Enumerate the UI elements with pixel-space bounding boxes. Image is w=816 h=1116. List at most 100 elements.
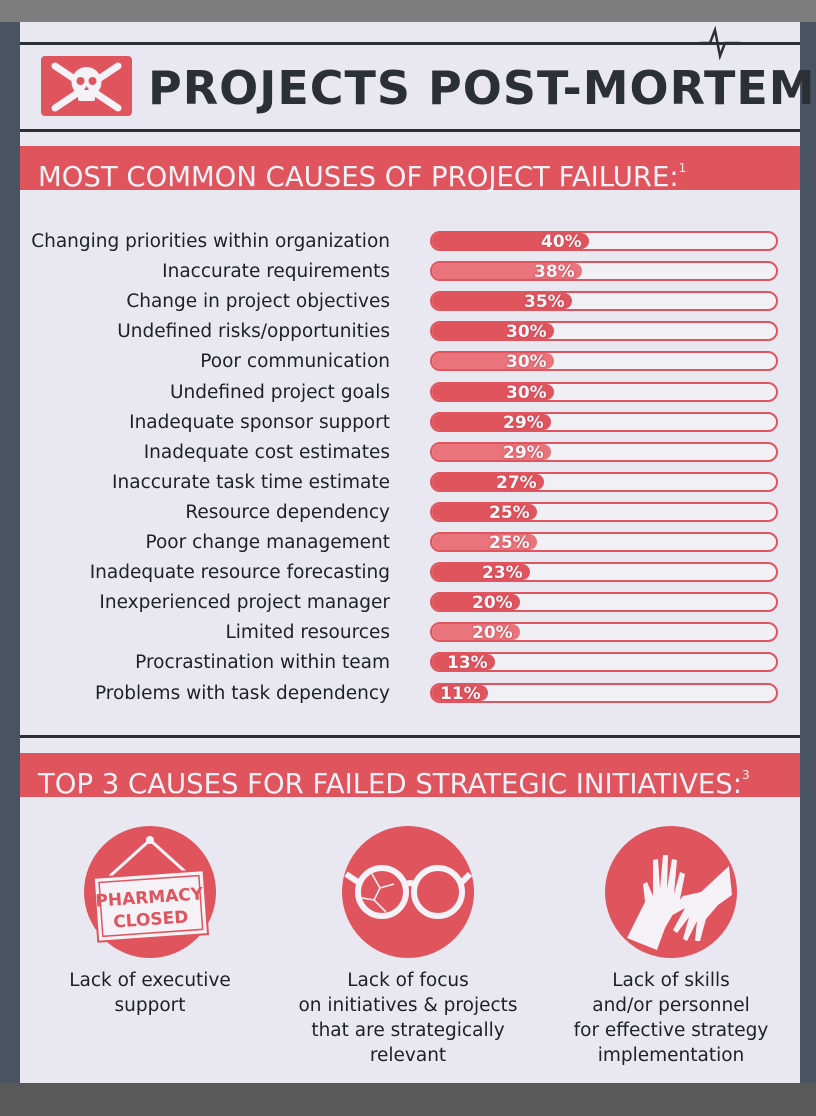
bar-fill bbox=[432, 594, 520, 611]
caption-line: Lack of skills bbox=[612, 970, 730, 991]
bar-value-label: 29% bbox=[503, 412, 544, 433]
bar-category-label: Inaccurate requirements bbox=[162, 261, 390, 283]
bar-category-label: Changing priorities within organization bbox=[31, 231, 390, 252]
top-rule bbox=[20, 42, 800, 45]
bar-category-label: Resource dependency bbox=[185, 501, 390, 523]
bar-category-label: Problems with task dependency bbox=[94, 682, 390, 704]
bar-category-label: Limited resources bbox=[225, 622, 390, 644]
bar-row: Limited resources 20% bbox=[20, 618, 800, 648]
reaching-hands-icon bbox=[605, 826, 737, 958]
bar-fill bbox=[432, 654, 495, 671]
caption-line: and/or personnel bbox=[592, 995, 750, 1016]
bar-row: Resource dependency 25% bbox=[20, 498, 800, 528]
bar-category-label: Undefined risks/opportunities bbox=[117, 321, 390, 343]
bar-fill bbox=[432, 503, 537, 520]
bar-track bbox=[430, 682, 778, 703]
bar-track bbox=[430, 441, 778, 462]
bar-category-label: Undefined project goals bbox=[169, 381, 390, 403]
caption-executive-support: Lack of executive support bbox=[25, 968, 275, 1018]
section1-footnote-marker: 1 bbox=[678, 161, 687, 175]
section2-heading: TOP 3 CAUSES FOR FAILED STRATEGIC INITIA… bbox=[38, 768, 742, 800]
bar-row: Procrastination within team 13% bbox=[20, 648, 800, 678]
bar-category-label: Poor change management bbox=[145, 532, 390, 553]
bar-fill bbox=[432, 534, 537, 550]
caption-line: on initiatives & projects bbox=[298, 995, 518, 1016]
bar-fill bbox=[432, 353, 554, 370]
caption-line: support bbox=[114, 995, 186, 1016]
bar-track bbox=[430, 592, 778, 613]
section1-heading: MOST COMMON CAUSES OF PROJECT FAILURE: bbox=[38, 161, 679, 193]
bar-value-label: 30% bbox=[506, 322, 547, 343]
caption-lack-of-skills: Lack of skills and/or personnel for effe… bbox=[546, 968, 796, 1068]
bar-category-label: Inadequate resource forecasting bbox=[89, 562, 390, 584]
bar-fill bbox=[432, 263, 582, 280]
closed-sign-icon: PHARMACY CLOSED bbox=[84, 826, 216, 958]
bar-value-label: 23% bbox=[482, 563, 523, 584]
bar-category-label: Inaccurate task time estimate bbox=[112, 471, 390, 493]
section2-footnote-marker: 3 bbox=[741, 768, 750, 782]
bar-value-label: 29% bbox=[503, 442, 544, 463]
caption-line: relevant bbox=[369, 1045, 447, 1066]
bar-row: Inaccurate task time estimate 27% bbox=[20, 468, 800, 498]
bar-track bbox=[430, 321, 778, 342]
bar-value-label: 30% bbox=[506, 352, 547, 373]
caption-line: implementation bbox=[597, 1045, 745, 1066]
bar-track bbox=[430, 532, 778, 552]
section-divider bbox=[20, 735, 800, 738]
bar-row: Undefined risks/opportunities 30% bbox=[20, 317, 800, 347]
caption-line: Lack of executive bbox=[69, 970, 231, 991]
bar-category-label: Procrastination within team bbox=[135, 652, 390, 674]
bar-category-label: Inadequate cost estimates bbox=[143, 441, 390, 463]
skull-crossbones-icon bbox=[41, 56, 132, 116]
bar-value-label: 38% bbox=[534, 262, 575, 283]
title-underline bbox=[20, 129, 800, 132]
bar-track bbox=[430, 501, 778, 522]
bar-row: Inadequate cost estimates 29% bbox=[20, 438, 800, 468]
bar-category-label: Change in project objectives bbox=[126, 291, 390, 313]
bar-fill bbox=[432, 233, 589, 249]
section1-banner: MOST COMMON CAUSES OF PROJECT FAILURE:1 bbox=[20, 146, 800, 193]
bottom-frame-bar bbox=[0, 1083, 816, 1116]
page-title: PROJECTS POST-MORTEM bbox=[148, 61, 816, 115]
bar-category-label: Inadequate sponsor support bbox=[129, 411, 390, 433]
bar-value-label: 13% bbox=[447, 653, 488, 674]
bar-fill bbox=[432, 624, 520, 641]
bar-fill bbox=[432, 473, 544, 490]
bar-row: Inaccurate requirements 38% bbox=[20, 257, 800, 287]
bar-row: Changing priorities within organization 4… bbox=[20, 227, 800, 257]
bar-value-label: 30% bbox=[506, 382, 547, 403]
bar-fill bbox=[432, 564, 530, 581]
bar-fill bbox=[432, 383, 554, 400]
top-frame-bar bbox=[0, 0, 816, 22]
bar-row: Inadequate resource forecasting 23% bbox=[20, 558, 800, 588]
bar-category-label: Inexperienced project manager bbox=[99, 592, 390, 614]
bar-track bbox=[430, 622, 778, 643]
bar-track bbox=[430, 562, 778, 583]
bar-fill bbox=[432, 413, 551, 430]
bar-value-label: 20% bbox=[472, 623, 513, 644]
bar-track bbox=[430, 652, 778, 673]
bar-value-label: 35% bbox=[524, 292, 565, 313]
bar-value-label: 27% bbox=[496, 472, 537, 493]
bar-track bbox=[430, 351, 778, 372]
bar-value-label: 25% bbox=[489, 533, 530, 553]
bar-row: Poor change management 25% bbox=[20, 528, 800, 558]
bar-track bbox=[430, 381, 778, 402]
bar-fill bbox=[432, 684, 488, 701]
caption-line: that are strategically bbox=[311, 1020, 505, 1041]
caption-line: for effective strategy bbox=[573, 1020, 769, 1041]
bar-track bbox=[430, 411, 778, 432]
bar-value-label: 20% bbox=[472, 593, 513, 614]
bar-row: Poor communication 30% bbox=[20, 347, 800, 377]
section2-banner: TOP 3 CAUSES FOR FAILED STRATEGIC INITIA… bbox=[20, 753, 800, 800]
bar-track bbox=[430, 471, 778, 492]
bar-category-label: Poor communication bbox=[200, 351, 390, 373]
bar-fill bbox=[432, 293, 572, 310]
bar-track bbox=[430, 291, 778, 312]
bar-value-label: 25% bbox=[489, 502, 530, 523]
broken-glasses-icon bbox=[342, 826, 474, 958]
bar-value-label: 11% bbox=[440, 683, 481, 704]
bar-fill bbox=[432, 443, 551, 460]
caption-lack-of-focus: Lack of focus on initiatives & projects … bbox=[283, 968, 533, 1068]
heartbeat-line-icon bbox=[700, 25, 740, 61]
